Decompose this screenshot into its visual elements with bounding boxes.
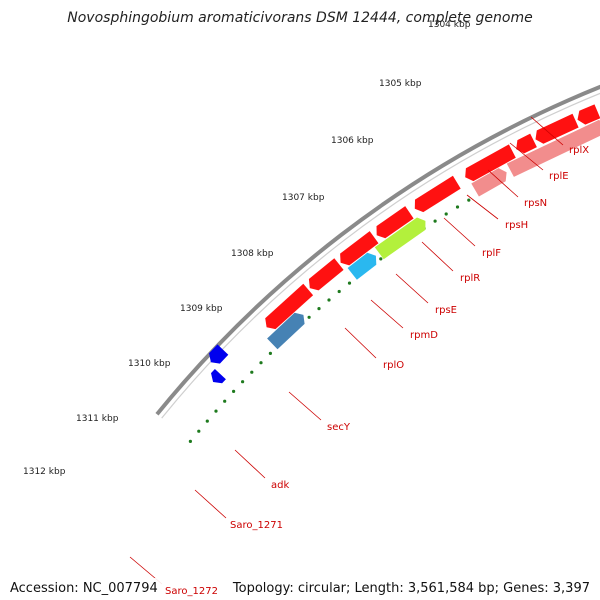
gene-label[interactable]: rpsH: [505, 220, 528, 231]
gene-label[interactable]: Saro_1272: [165, 586, 218, 597]
gene-Saro_1272[interactable]: [267, 312, 305, 350]
forward-gene-arrow[interactable]: [516, 133, 537, 154]
gene-label[interactable]: rpmD: [410, 330, 438, 341]
forward-gene-arrow[interactable]: [376, 206, 414, 239]
gene-label[interactable]: rplO: [383, 360, 404, 371]
gene-label-leader: [194, 489, 227, 519]
gene-rplO[interactable]: [471, 168, 507, 197]
gene-label[interactable]: rplR: [460, 273, 480, 284]
gene-adk[interactable]: [347, 252, 377, 280]
other-strand-gene[interactable]: [211, 369, 226, 384]
map-title: Novosphingobium aromaticivorans DSM 1244…: [67, 10, 533, 26]
scale-tick-label: 1307 kbp: [282, 193, 325, 203]
scale-ticks: 1304 kbp 1305 kbp 1306 kbp 1307 kbp 1308 kbp…: [23, 20, 471, 477]
forward-gene-arrow[interactable]: [340, 231, 379, 266]
gene-secY[interactable]: [374, 217, 426, 260]
gene-label-leader: [443, 217, 476, 247]
gene-label[interactable]: rplE: [549, 171, 569, 182]
gene-label-leader: [234, 449, 266, 479]
forward-gene-arrow[interactable]: [577, 104, 600, 125]
forward-gene-arrow[interactable]: [265, 283, 314, 330]
gene-label[interactable]: rpsN: [524, 198, 547, 209]
gene-track: [209, 104, 600, 384]
scale-tick-label: 1308 kbp: [231, 249, 274, 259]
gene-label-leader: [487, 169, 519, 198]
gene-label[interactable]: adk: [271, 480, 289, 491]
gene-label[interactable]: rpsE: [435, 305, 457, 316]
gene-rpmD[interactable]: [506, 119, 600, 177]
gene-label-leader: [509, 142, 544, 171]
scale-tick-label: 1309 kbp: [180, 304, 223, 314]
scale-tick-label: 1306 kbp: [331, 136, 374, 146]
gene-labels: rplX rplE rpsN rpsH rplF rplR rpsE rpmD rplO secY…: [129, 116, 589, 597]
gene-label-leader: [530, 116, 564, 146]
gene-label-leader: [466, 194, 499, 220]
other-strand-gene[interactable]: [209, 344, 229, 364]
forward-gene-arrow[interactable]: [535, 113, 579, 144]
genome-backbone: [155, 84, 600, 419]
gene-label-leader: [288, 391, 322, 421]
forward-gene-arrow[interactable]: [414, 175, 461, 213]
accession-text: Accession: NC_007794: [0, 578, 164, 600]
forward-gene-arrow[interactable]: [308, 258, 344, 291]
gene-label-leader: [395, 273, 429, 304]
topology-text: Topology: circular; Length: 3,561,584 bp…: [226, 578, 600, 600]
forward-gene-arrow[interactable]: [465, 144, 516, 182]
gene-label[interactable]: rplF: [482, 248, 501, 259]
gene-label-leader: [421, 241, 454, 272]
scale-tick-label: 1310 kbp: [128, 359, 171, 369]
scale-tick-label: 1311 kbp: [76, 414, 119, 424]
scale-tick-label: 1305 kbp: [379, 79, 422, 89]
gene-label[interactable]: secY: [327, 422, 351, 433]
gene-label[interactable]: rplX: [569, 145, 589, 156]
scale-tick-label: 1312 kbp: [23, 467, 66, 477]
scale-tick-label: 1304 kbp: [428, 20, 471, 30]
gene-label[interactable]: Saro_1271: [230, 520, 283, 531]
gene-label-leader: [370, 299, 404, 329]
gene-label-leader: [344, 327, 377, 359]
